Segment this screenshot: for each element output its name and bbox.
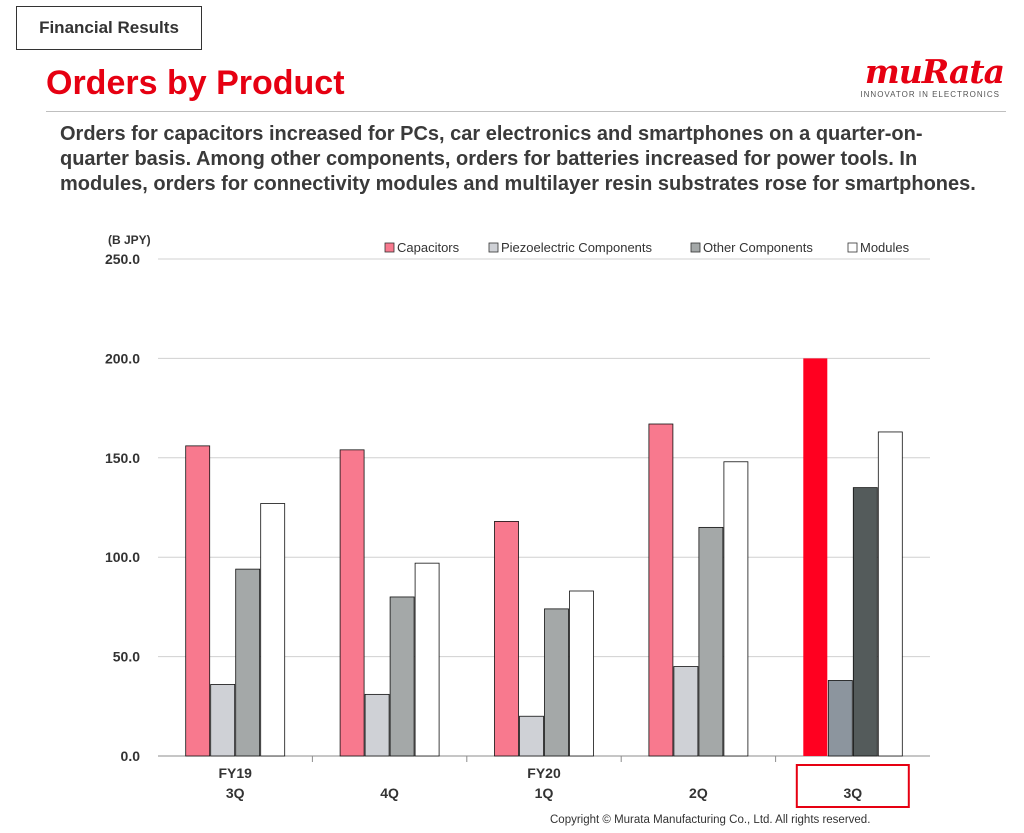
bar-capacitors — [648, 423, 674, 757]
bar-capacitors — [185, 445, 211, 757]
section-tag: Financial Results — [16, 6, 202, 50]
x-tick-label: FY20 — [527, 765, 561, 781]
logo-tagline: INNOVATOR IN ELECTRONICS — [860, 90, 1000, 99]
bar-piezoelectric-components — [210, 684, 236, 757]
highlight-box — [795, 764, 910, 808]
y-tick-label: 0.0 — [121, 748, 141, 764]
bar-modules — [877, 431, 903, 757]
x-tick-label: FY19 — [218, 765, 252, 781]
legend-label: Capacitors — [397, 240, 460, 255]
x-tick-label: 4Q — [380, 785, 399, 801]
bar-modules — [260, 503, 286, 757]
y-tick-label: 50.0 — [113, 649, 140, 665]
logo-wordmark: muRata — [864, 52, 1005, 91]
copyright-notice: Copyright © Murata Manufacturing Co., Lt… — [550, 814, 871, 826]
legend-swatch — [384, 242, 395, 253]
page-title: Orders by Product — [46, 64, 345, 102]
legend-label: Piezoelectric Components — [501, 240, 653, 255]
bar-capacitors — [803, 358, 828, 756]
bar-modules — [414, 562, 440, 757]
y-tick-label: 150.0 — [105, 450, 140, 466]
legend-swatch — [488, 242, 499, 253]
bar-piezoelectric-components — [519, 715, 544, 757]
y-tick-label: 100.0 — [105, 549, 140, 565]
bar-other-components — [235, 568, 261, 757]
title-divider — [46, 111, 1006, 112]
bar-capacitors — [339, 449, 365, 757]
summary-text: Orders for capacitors increased for PCs,… — [60, 123, 976, 195]
brand-logo: muRata INNOVATOR IN ELECTRONICS — [844, 52, 1005, 104]
x-tick-label: 3Q — [226, 785, 245, 801]
y-tick-label: 200.0 — [105, 350, 140, 366]
legend-swatch — [847, 242, 858, 253]
x-tick-label: 1Q — [535, 785, 554, 801]
legend-swatch — [690, 242, 701, 253]
bar-other-components — [544, 608, 569, 757]
bar-piezoelectric-components — [364, 693, 390, 757]
bar-modules — [569, 590, 594, 757]
bar-piezoelectric-components — [673, 666, 699, 757]
legend-label: Other Components — [703, 240, 813, 255]
bar-capacitors — [494, 521, 519, 757]
bar-other-components — [698, 526, 724, 757]
x-tick-label: 2Q — [689, 785, 708, 801]
bar-other-components — [852, 487, 878, 757]
bar-other-components — [389, 596, 415, 757]
y-axis-label: (B JPY) — [108, 233, 151, 247]
bar-piezoelectric-components — [827, 680, 853, 757]
x-tick-label: 3Q — [843, 785, 862, 801]
legend-label: Modules — [860, 240, 910, 255]
bar-modules — [723, 461, 749, 757]
y-tick-label: 250.0 — [105, 251, 140, 267]
